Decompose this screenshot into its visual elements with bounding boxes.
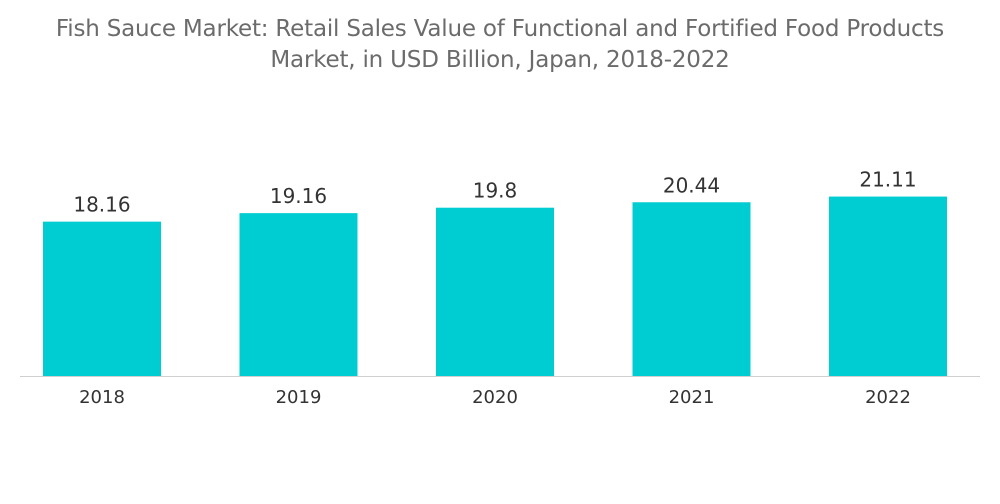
bars-group xyxy=(43,196,947,376)
x-tick-label-2019: 2019 xyxy=(276,387,322,408)
data-label-2021: 20.44 xyxy=(663,173,720,197)
x-tick-label-2022: 2022 xyxy=(865,387,911,408)
x-tick-labels-group: 2018 2019 2020 2021 2022 xyxy=(79,387,911,408)
x-tick-label-2018: 2018 xyxy=(79,387,125,408)
bar-2019 xyxy=(239,213,358,376)
data-label-2019: 19.16 xyxy=(270,184,327,208)
bar-2022 xyxy=(829,196,947,376)
data-labels-group: 18.16 19.16 19.8 20.44 21.11 xyxy=(73,168,916,217)
bar-2021 xyxy=(632,202,751,376)
bar-2018 xyxy=(43,221,161,376)
chart-title: Fish Sauce Market: Retail Sales Value of… xyxy=(55,16,945,73)
data-label-2018: 18.16 xyxy=(73,193,130,217)
x-tick-label-2021: 2021 xyxy=(669,387,715,408)
x-tick-label-2020: 2020 xyxy=(472,387,518,408)
bar-2020 xyxy=(436,207,554,376)
data-label-2022: 21.11 xyxy=(859,168,916,192)
data-label-2020: 19.8 xyxy=(473,179,518,203)
